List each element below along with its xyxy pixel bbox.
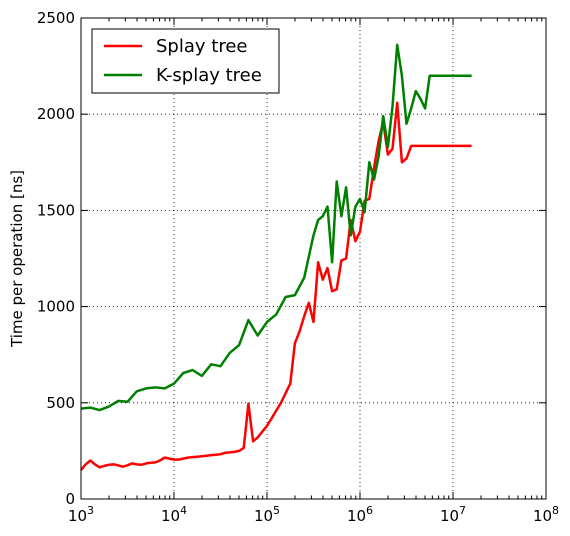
x-tick-label: 108 bbox=[533, 504, 559, 525]
x-tick-label: 103 bbox=[68, 504, 94, 525]
plot-frame bbox=[80, 17, 547, 500]
y-tick-label: 500 bbox=[46, 394, 75, 412]
x-tick-label: 107 bbox=[440, 504, 466, 525]
tick-marks bbox=[80, 17, 547, 500]
series-line-splay bbox=[80, 101, 472, 471]
legend-label-k-splay: K-splay tree bbox=[156, 65, 262, 86]
legend-label-splay: Splay tree bbox=[156, 36, 247, 57]
y-tick-label: 2500 bbox=[37, 9, 75, 27]
series-layer bbox=[80, 43, 472, 471]
x-tick-label: 104 bbox=[161, 504, 187, 525]
y-axis-title: Time per operation [ns] bbox=[8, 170, 26, 348]
y-tick-label: 1000 bbox=[37, 298, 75, 316]
y-tick-label: 0 bbox=[65, 490, 75, 508]
y-tick-label: 2000 bbox=[37, 105, 75, 123]
legend: Splay tree K-splay tree bbox=[91, 28, 280, 94]
legend-box bbox=[91, 28, 280, 94]
y-tick-label: 1500 bbox=[37, 201, 75, 219]
tick-labels: 103 104 105 106 107 108 0 500 1000 1500 2000 2500 bbox=[37, 9, 559, 525]
x-tick-label: 105 bbox=[254, 504, 280, 525]
series-line-k-splay bbox=[80, 43, 472, 412]
x-tick-label: 106 bbox=[347, 504, 373, 525]
